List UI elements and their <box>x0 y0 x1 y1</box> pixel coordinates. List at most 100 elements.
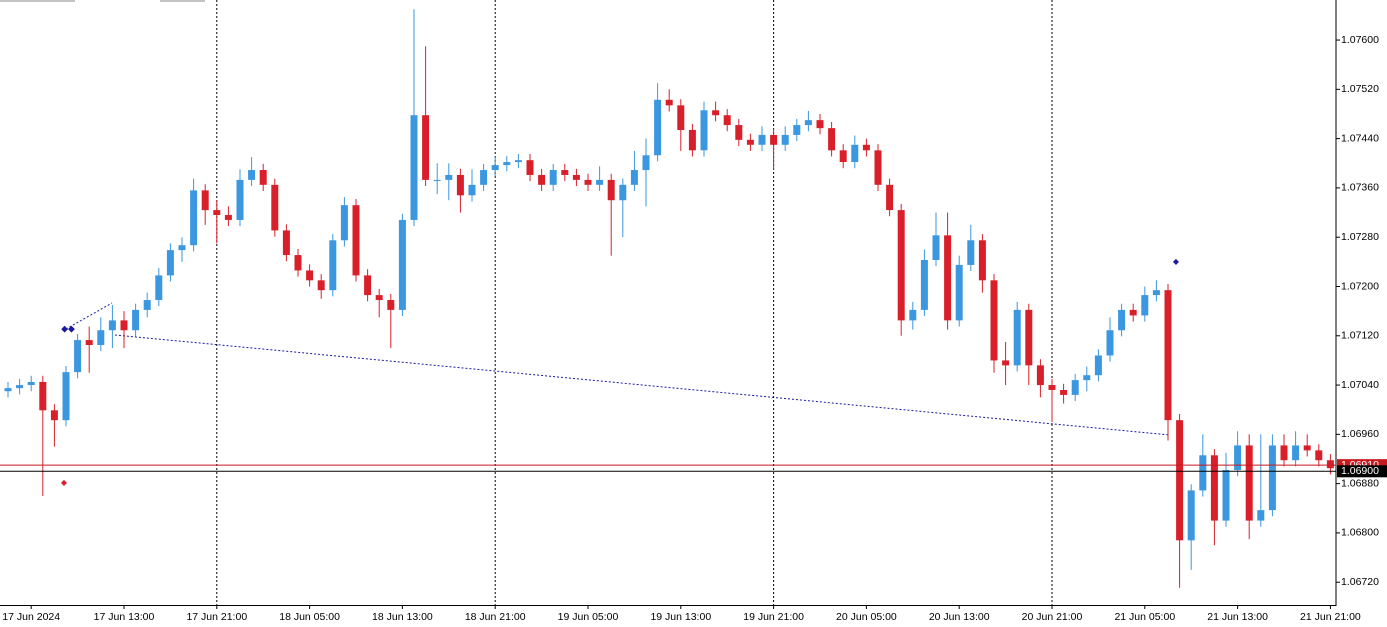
candle-body <box>503 162 511 166</box>
candle-body <box>155 275 163 301</box>
candle-body <box>770 134 778 145</box>
plot-area <box>4 0 1334 605</box>
candle-body <box>329 240 337 291</box>
candle-body <box>862 144 870 151</box>
candle-body <box>97 330 105 346</box>
candle-body <box>433 179 441 181</box>
x-tick-label: 17 Jun 13:00 <box>94 611 155 623</box>
candle-body <box>642 155 650 171</box>
candle-body <box>1199 455 1207 491</box>
candle-body <box>978 240 986 281</box>
x-tick-label: 18 Jun 21:00 <box>465 611 526 623</box>
candle-body <box>317 280 325 291</box>
candle-body <box>271 184 279 231</box>
x-tick-label: 18 Jun 13:00 <box>372 611 433 623</box>
y-tick-label: 1.07040 <box>1341 379 1379 391</box>
candle-body <box>39 381 47 411</box>
candle-body <box>1141 295 1149 316</box>
candle-body <box>1036 365 1044 386</box>
candle-body <box>665 99 673 106</box>
candle-body <box>944 235 952 321</box>
candle-body <box>27 381 35 386</box>
candle-body <box>607 179 615 201</box>
candle-body <box>1245 445 1253 521</box>
candle-body <box>1280 445 1288 461</box>
x-tick-label: 20 Jun 21:00 <box>1022 611 1083 623</box>
candle-body <box>1013 309 1021 366</box>
candle-body <box>120 320 128 331</box>
candle-body <box>549 170 557 185</box>
candle-body <box>62 372 70 421</box>
candle-body <box>50 410 58 421</box>
candle-body <box>1303 445 1311 451</box>
candle-body <box>1071 380 1079 395</box>
candle-body <box>236 179 244 220</box>
y-tick-label: 1.06720 <box>1341 576 1379 588</box>
price-label-box <box>1337 465 1387 478</box>
candle-body <box>1118 309 1126 331</box>
candle-body <box>1222 470 1230 521</box>
candle-body <box>1083 375 1091 381</box>
candle-body <box>248 170 256 180</box>
candle-body <box>596 179 604 185</box>
candle-body <box>990 280 998 361</box>
price-label: 1.06900 <box>1341 465 1379 477</box>
candle-body <box>886 184 894 211</box>
candle-body <box>561 170 569 175</box>
candle-body <box>955 264 963 321</box>
y-tick-label: 1.07440 <box>1341 132 1379 144</box>
x-tick-label: 19 Jun 21:00 <box>743 611 804 623</box>
candle-body <box>1315 450 1323 461</box>
candle-body <box>340 205 348 241</box>
x-tick-label: 18 Jun 05:00 <box>279 611 340 623</box>
drawing-objects: ◆◆ ◆ ◆ <box>0 0 1180 487</box>
marker: ◆ <box>1173 257 1180 266</box>
candle-body <box>746 139 754 145</box>
x-tick-label: 19 Jun 13:00 <box>650 611 711 623</box>
candle-body <box>1187 490 1195 541</box>
candle-body <box>688 129 696 151</box>
x-tick-label: 21 Jun 05:00 <box>1114 611 1175 623</box>
candle-body <box>514 160 522 163</box>
candle-body <box>16 385 24 389</box>
candle-body <box>456 174 464 196</box>
y-tick-label: 1.07120 <box>1341 330 1379 342</box>
candle-body <box>1210 455 1218 521</box>
candle-body <box>538 174 546 185</box>
candle-body <box>700 110 708 151</box>
candle-body <box>468 184 476 196</box>
candle-body <box>920 259 928 310</box>
candle-body <box>654 99 662 156</box>
candle-body <box>804 120 812 126</box>
candle-body <box>630 170 638 185</box>
candle-body <box>793 125 801 135</box>
x-tick-label: 17 Jun 21:00 <box>186 611 247 623</box>
candle-body <box>909 309 917 321</box>
candle-body <box>735 125 743 140</box>
candle-body <box>410 115 418 220</box>
candle-body <box>1048 385 1056 390</box>
candle-body <box>1002 360 1010 366</box>
x-tick-label: 20 Jun 05:00 <box>836 611 897 623</box>
candle-body <box>712 110 720 116</box>
candle-body <box>677 105 685 130</box>
candle-body <box>259 170 267 185</box>
candle-body <box>1268 445 1276 511</box>
y-tick-label: 1.07520 <box>1341 83 1379 95</box>
candle-body <box>572 174 580 180</box>
x-tick-label: 19 Jun 05:00 <box>558 611 619 623</box>
y-tick-label: 1.07280 <box>1341 231 1379 243</box>
candle-body <box>190 190 198 246</box>
candle-body <box>178 245 186 251</box>
candle-body <box>1094 355 1102 376</box>
candle-body <box>1292 445 1300 461</box>
candle-body <box>932 235 940 260</box>
y-tick-label: 1.07200 <box>1341 280 1379 292</box>
candle-body <box>85 340 93 346</box>
x-tick-label: 17 Jun 2024 <box>2 611 60 623</box>
candle-body <box>723 115 731 126</box>
candle-body <box>816 120 824 129</box>
